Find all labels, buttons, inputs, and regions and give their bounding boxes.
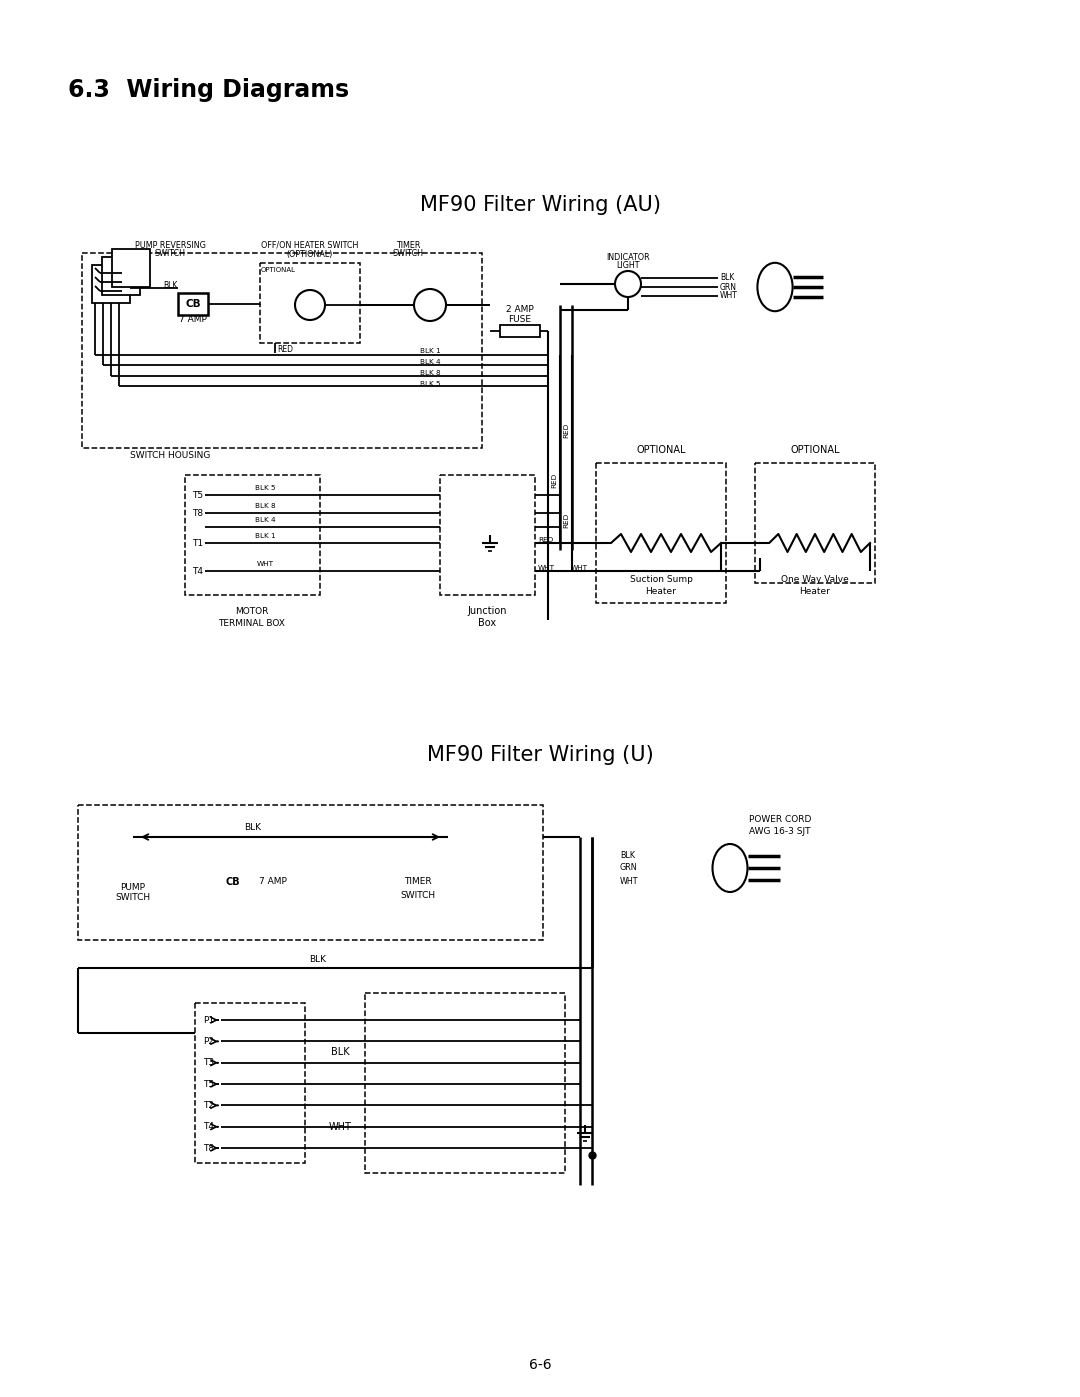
Text: WHT: WHT — [620, 876, 638, 886]
Text: T3: T3 — [203, 1059, 215, 1067]
Text: BLK: BLK — [620, 851, 635, 859]
Text: CB: CB — [185, 299, 201, 309]
Text: RED: RED — [538, 536, 553, 543]
Text: T4: T4 — [203, 1122, 215, 1132]
Text: WHT: WHT — [720, 292, 738, 300]
Bar — [102, 257, 140, 295]
Text: TIMER: TIMER — [404, 877, 432, 887]
Circle shape — [414, 289, 446, 321]
Text: BLK 8: BLK 8 — [255, 503, 275, 509]
Text: SWITCH: SWITCH — [392, 250, 423, 258]
Text: Suction Sump: Suction Sump — [630, 576, 692, 584]
Text: (OPTIONAL): (OPTIONAL) — [287, 250, 334, 258]
Text: BLK: BLK — [720, 274, 734, 282]
Text: MF90 Filter Wiring (AU): MF90 Filter Wiring (AU) — [419, 196, 661, 215]
Text: INDICATOR: INDICATOR — [606, 253, 650, 261]
Text: 7 AMP: 7 AMP — [179, 316, 207, 324]
Text: 7 AMP: 7 AMP — [259, 877, 287, 887]
Circle shape — [615, 271, 642, 298]
Text: OFF/ON HEATER SWITCH: OFF/ON HEATER SWITCH — [261, 240, 359, 250]
Text: OPTIONAL: OPTIONAL — [791, 446, 840, 455]
Text: BLK: BLK — [244, 823, 261, 833]
Text: BLK 4: BLK 4 — [255, 517, 275, 522]
Bar — [755, 462, 875, 583]
Text: T4: T4 — [192, 567, 203, 576]
Text: LIGHT: LIGHT — [617, 261, 639, 271]
Text: BLK 8: BLK 8 — [420, 370, 441, 376]
Text: TERMINAL BOX: TERMINAL BOX — [218, 619, 285, 627]
Text: WHT: WHT — [571, 564, 588, 571]
Text: 6.3  Wiring Diagrams: 6.3 Wiring Diagrams — [68, 78, 349, 102]
Bar — [500, 326, 540, 337]
Text: Box: Box — [478, 617, 496, 629]
Text: RED: RED — [563, 513, 569, 528]
Text: T2: T2 — [203, 1101, 215, 1109]
Text: MOTOR: MOTOR — [235, 606, 269, 616]
Text: 6-6: 6-6 — [529, 1358, 551, 1372]
Text: AWG 16-3 SJT: AWG 16-3 SJT — [750, 827, 811, 835]
Text: BLK 4: BLK 4 — [420, 359, 441, 365]
Text: CB: CB — [226, 877, 241, 887]
Bar — [596, 462, 726, 604]
Text: MF90 Filter Wiring (U): MF90 Filter Wiring (U) — [427, 745, 653, 766]
Text: OPTIONAL: OPTIONAL — [260, 267, 296, 272]
Text: BLK 1: BLK 1 — [255, 534, 275, 539]
Bar — [260, 263, 360, 344]
Bar — [178, 293, 208, 314]
Bar — [440, 475, 535, 595]
Text: WHT: WHT — [257, 562, 273, 567]
Text: BLK 5: BLK 5 — [255, 485, 275, 490]
Circle shape — [295, 291, 325, 320]
Text: SWITCH HOUSING: SWITCH HOUSING — [130, 451, 211, 461]
Text: T5: T5 — [203, 1080, 215, 1088]
Bar — [365, 993, 565, 1173]
Bar — [112, 249, 150, 286]
Text: BLK 5: BLK 5 — [420, 381, 441, 387]
Text: WHT: WHT — [538, 564, 555, 571]
Text: SWITCH: SWITCH — [116, 894, 150, 902]
Text: RED: RED — [551, 472, 557, 488]
Text: WHT: WHT — [328, 1122, 351, 1132]
Text: Junction: Junction — [468, 606, 507, 616]
Text: T8: T8 — [192, 509, 203, 517]
Text: P1: P1 — [203, 1016, 215, 1024]
Text: GRN: GRN — [720, 282, 737, 292]
Text: P2: P2 — [203, 1037, 215, 1046]
Text: PUMP: PUMP — [121, 883, 146, 891]
Text: RED: RED — [563, 422, 569, 437]
Text: BLK: BLK — [330, 1048, 349, 1058]
Text: SWITCH: SWITCH — [154, 250, 186, 258]
Text: POWER CORD: POWER CORD — [748, 816, 811, 824]
Text: RED: RED — [276, 345, 293, 355]
Text: 2 AMP: 2 AMP — [507, 306, 534, 314]
Ellipse shape — [757, 263, 793, 312]
Text: BLK 1: BLK 1 — [420, 348, 441, 353]
Text: SWITCH: SWITCH — [401, 890, 435, 900]
Bar — [82, 253, 482, 448]
Text: PUMP REVERSING: PUMP REVERSING — [135, 240, 205, 250]
Bar — [195, 1003, 305, 1162]
Text: Heater: Heater — [799, 588, 831, 597]
Text: TIMER: TIMER — [395, 240, 420, 250]
Text: BLK: BLK — [163, 281, 177, 289]
Text: GRN: GRN — [620, 863, 637, 873]
Text: Heater: Heater — [646, 588, 676, 597]
Text: BLK: BLK — [310, 954, 326, 964]
Bar — [185, 475, 320, 595]
Text: T1: T1 — [192, 538, 203, 548]
Ellipse shape — [713, 844, 747, 893]
Text: T5: T5 — [192, 490, 203, 500]
Text: One Way Valve: One Way Valve — [781, 576, 849, 584]
Text: T8: T8 — [203, 1144, 215, 1153]
Text: FUSE: FUSE — [509, 316, 531, 324]
Text: OPTIONAL: OPTIONAL — [636, 446, 686, 455]
Bar — [92, 265, 130, 303]
Bar — [78, 805, 543, 940]
